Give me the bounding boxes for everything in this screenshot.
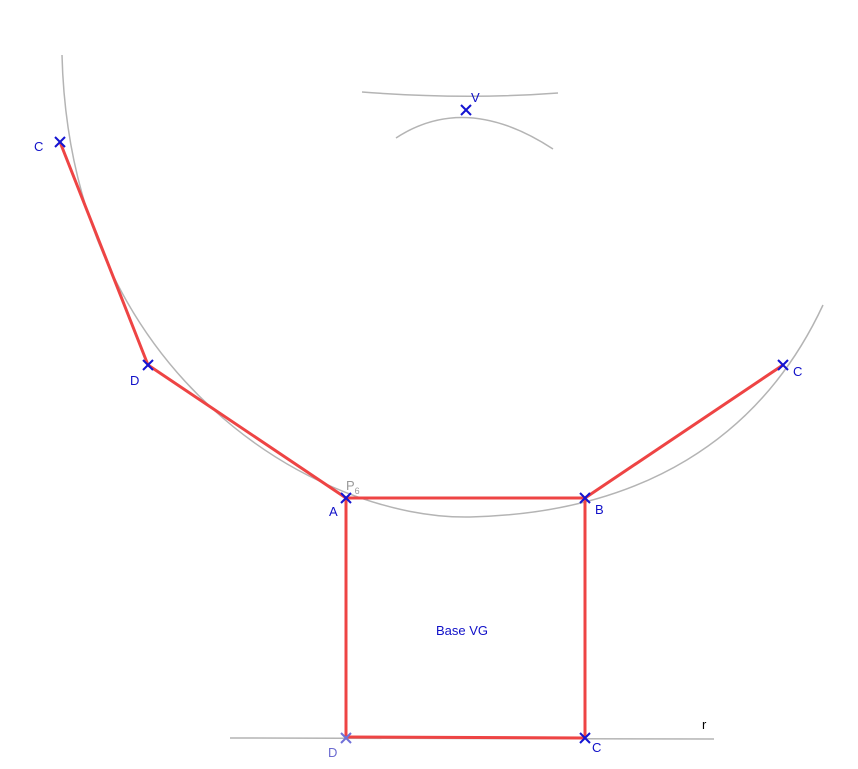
- edge-b-c-right: [583, 363, 785, 500]
- large-arc: [61, 54, 824, 518]
- label-b: B: [595, 502, 604, 517]
- arc-v-upper: [361, 91, 559, 98]
- label-c-left: C: [34, 139, 43, 154]
- point-d-bottom-marker[interactable]: [340, 732, 352, 744]
- point-c-left-marker[interactable]: [54, 136, 66, 148]
- point-b-marker[interactable]: [579, 492, 591, 504]
- label-d-bottom: D: [328, 745, 337, 760]
- point-d-left-marker[interactable]: [142, 359, 154, 371]
- arc-v-lower: [395, 116, 554, 150]
- label-a: A: [329, 504, 338, 519]
- label-p6: P6: [346, 478, 360, 496]
- label-v: V: [471, 90, 480, 105]
- point-c-bottom-marker[interactable]: [579, 732, 591, 744]
- line-r-label: r: [702, 717, 707, 732]
- face-label: Base VG: [436, 623, 488, 638]
- point-a-marker[interactable]: [340, 492, 352, 504]
- label-c-bottom: C: [592, 740, 601, 755]
- label-c-right: C: [793, 364, 802, 379]
- edge-left-d-a: [146, 363, 348, 500]
- point-c-right-marker[interactable]: [777, 359, 789, 371]
- label-d-left: D: [130, 373, 139, 388]
- edge-left-c-d: [58, 140, 150, 367]
- edge-d-c-bottom: [344, 735, 587, 740]
- point-v-marker[interactable]: [460, 104, 472, 116]
